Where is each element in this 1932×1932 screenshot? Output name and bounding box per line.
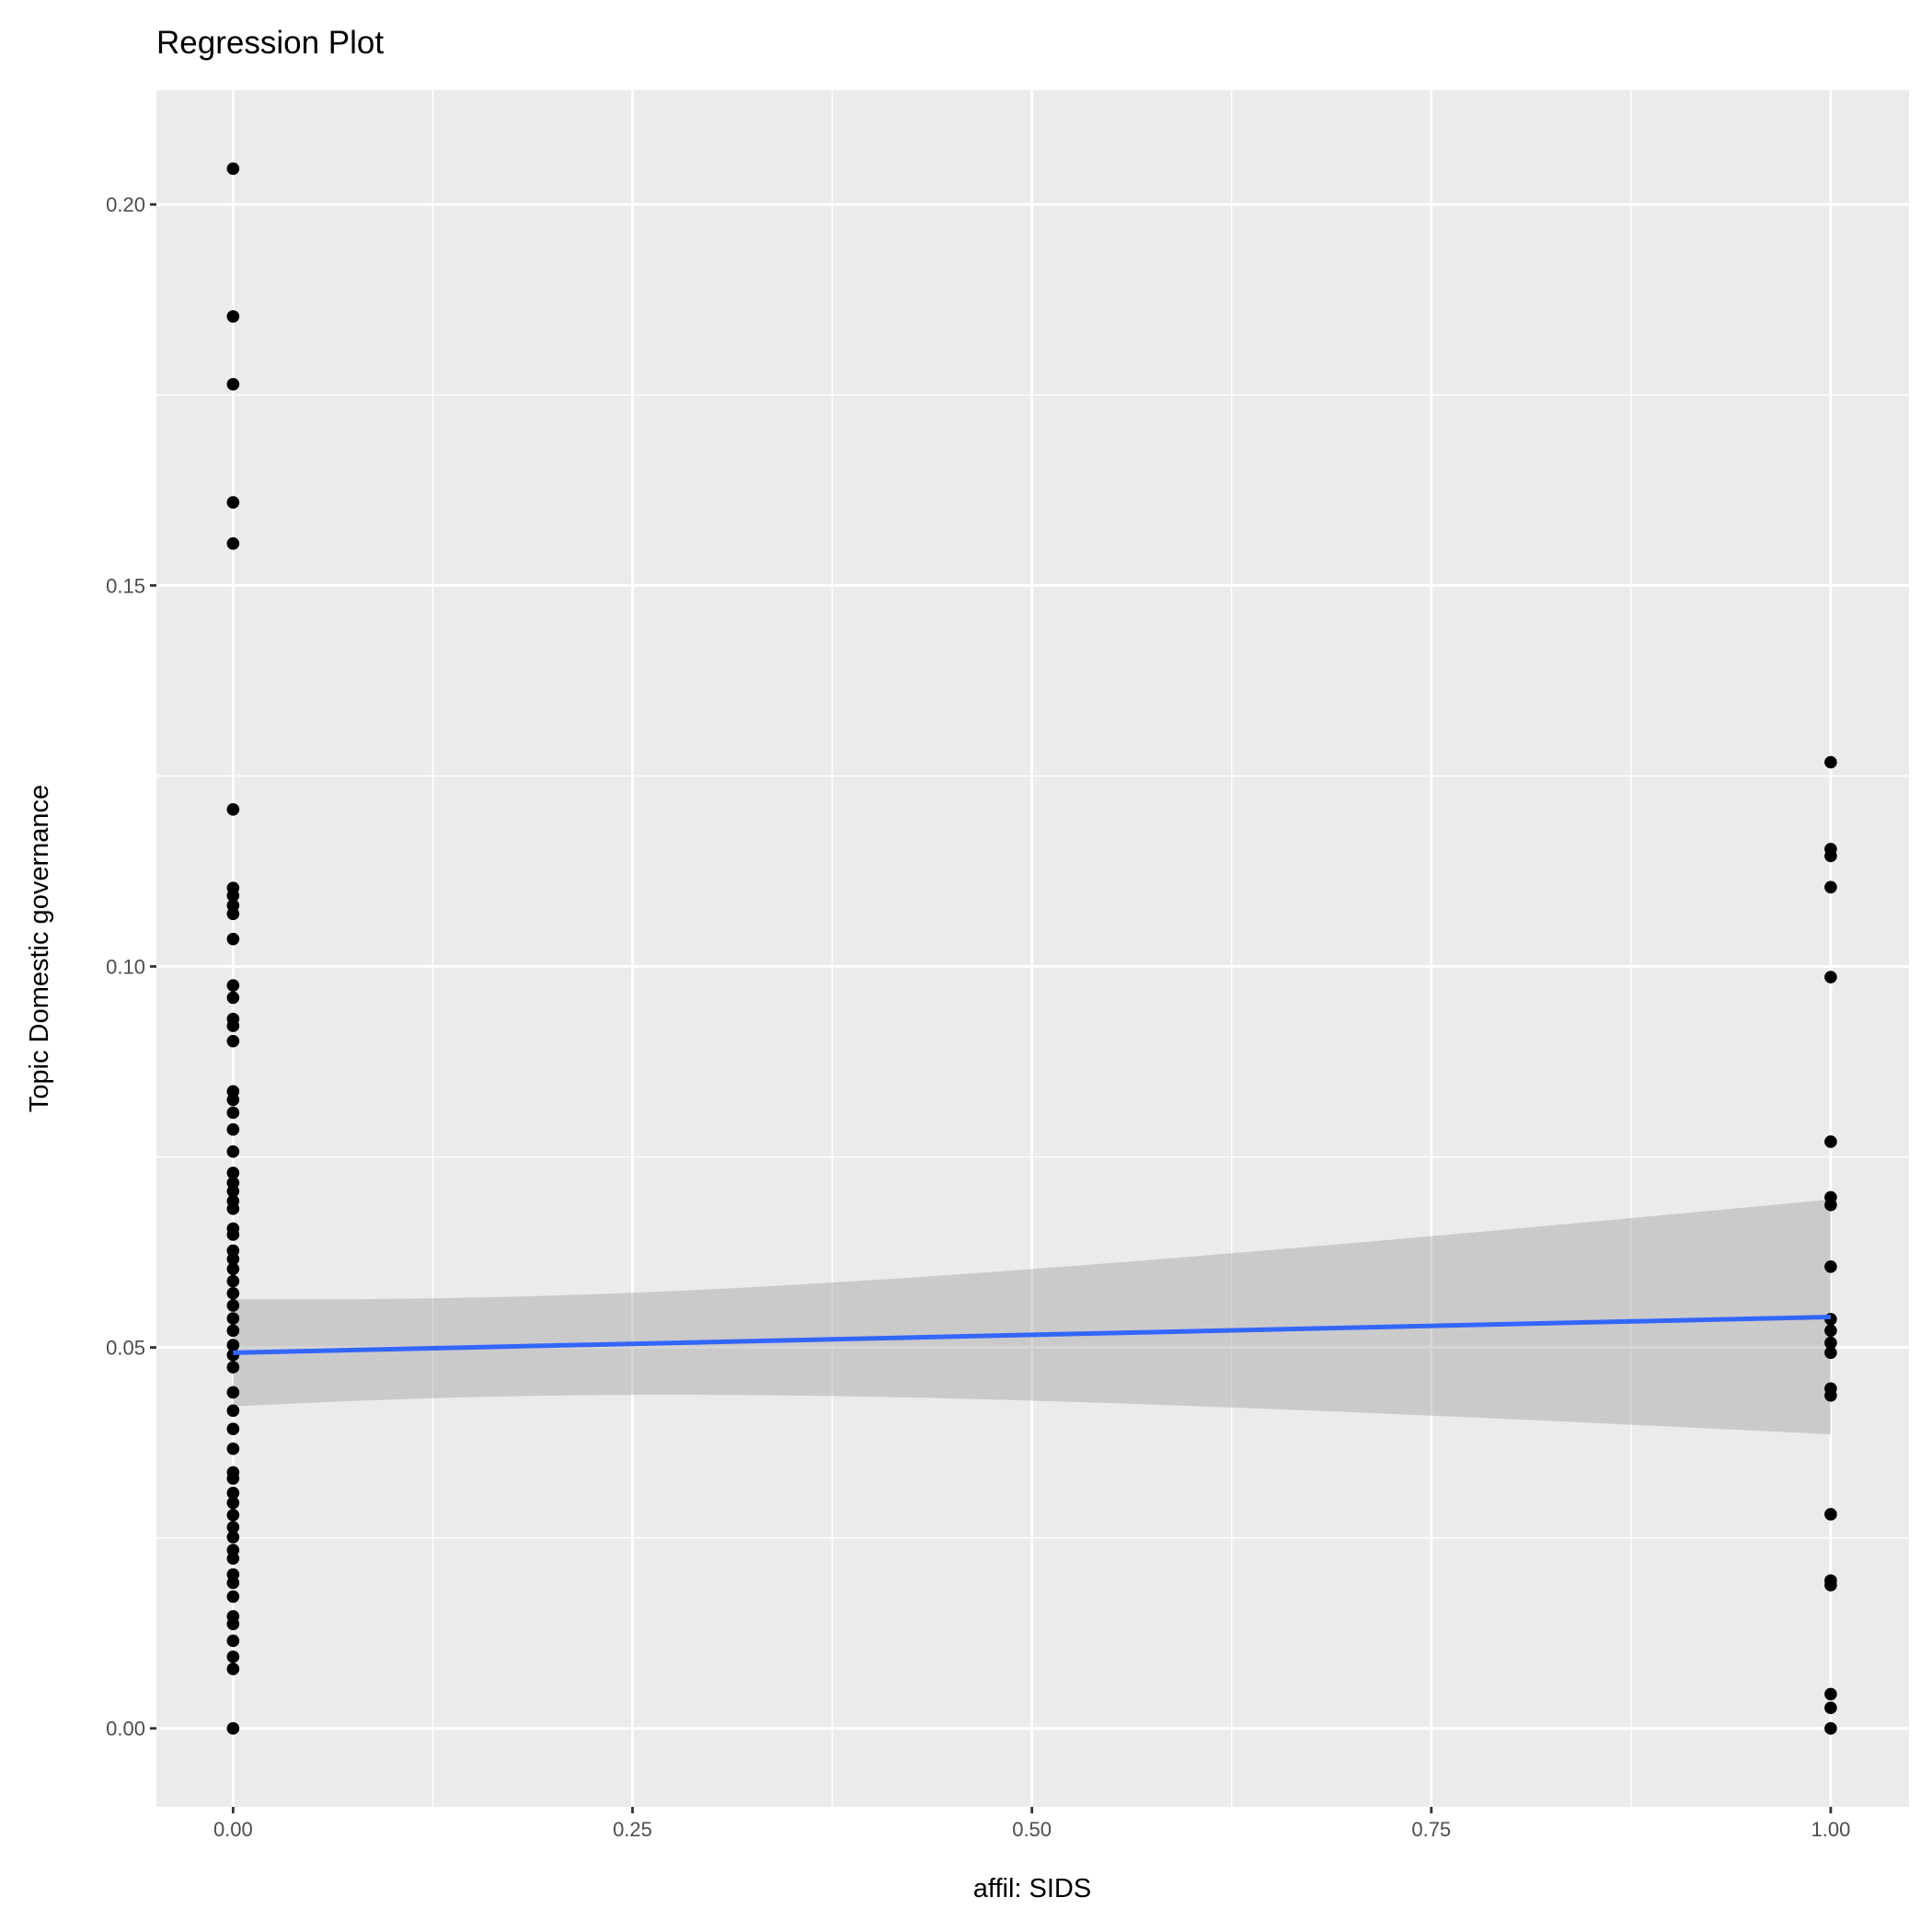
regression-line (233, 1314, 1831, 1355)
data-point (226, 1590, 240, 1604)
data-point (226, 377, 240, 391)
data-point (226, 1386, 240, 1399)
data-point (226, 1252, 240, 1266)
data-point (1824, 1579, 1837, 1592)
data-point (226, 1093, 240, 1107)
data-point (226, 1617, 240, 1631)
data-points (226, 162, 1837, 1735)
data-point (1824, 1324, 1837, 1338)
data-point (1824, 1198, 1837, 1212)
data-point (226, 803, 240, 816)
data-point (226, 1167, 240, 1179)
data-point (226, 536, 240, 550)
data-point (226, 310, 240, 323)
data-point (1824, 1346, 1837, 1360)
chart-title: Regression Plot (156, 25, 384, 61)
data-point (226, 1496, 240, 1510)
data-point (226, 1122, 240, 1136)
data-point (226, 1721, 240, 1735)
data-point (1824, 1721, 1837, 1735)
data-point (226, 1422, 240, 1435)
data-point (226, 1552, 240, 1565)
data-point (226, 1531, 240, 1544)
data-point (226, 162, 240, 176)
major-gridlines (156, 90, 1909, 1807)
data-point (226, 1299, 240, 1312)
data-point (226, 1324, 240, 1338)
x-axis-title: affil: SIDS (973, 1874, 1091, 1903)
data-point (226, 1019, 240, 1032)
data-point (226, 1286, 240, 1300)
y-tick-label: 0.00 (106, 1718, 145, 1741)
confidence-ribbon (233, 1199, 1831, 1435)
data-point (226, 932, 240, 946)
data-point (1824, 1259, 1837, 1273)
data-point (1824, 1336, 1837, 1350)
data-point (226, 1202, 240, 1215)
y-axis-title: Topic Domestic governance (25, 785, 54, 1112)
data-point (226, 979, 240, 992)
data-point (1824, 1701, 1837, 1715)
x-tick-label: 0.75 (1411, 1818, 1451, 1841)
y-tick-label: 0.05 (106, 1337, 145, 1360)
y-tick-label: 0.20 (106, 193, 145, 216)
data-point (226, 1274, 240, 1288)
data-point (1824, 755, 1837, 769)
data-point (226, 1650, 240, 1663)
data-point (1824, 1508, 1837, 1521)
data-point (226, 1486, 240, 1500)
data-point (226, 1404, 240, 1418)
data-point (226, 1521, 240, 1534)
data-point (226, 907, 240, 921)
data-point (1824, 1388, 1837, 1402)
data-point (226, 1662, 240, 1675)
data-point (226, 1312, 240, 1325)
x-tick-label: 0.00 (213, 1818, 253, 1841)
data-point (226, 1144, 240, 1158)
y-tick-label: 0.15 (106, 574, 145, 597)
y-tick-label: 0.10 (106, 955, 145, 978)
x-tick-label: 1.00 (1811, 1818, 1850, 1841)
data-point (226, 1361, 240, 1374)
data-point (226, 991, 240, 1005)
data-point (226, 1472, 240, 1485)
data-point (226, 1442, 240, 1455)
x-tick-label: 0.50 (1012, 1818, 1052, 1841)
data-point (1824, 971, 1837, 983)
axes: 0.00 0.25 0.50 0.75 1.00 0.00 0.05 0.10 0.15 0.20 (106, 193, 1850, 1841)
data-point (226, 1184, 240, 1198)
data-point (1824, 1687, 1837, 1701)
data-point (226, 1034, 240, 1048)
data-point (226, 1262, 240, 1276)
data-point (226, 1634, 240, 1648)
data-point (1824, 880, 1837, 894)
data-point (226, 1576, 240, 1590)
data-point (226, 1508, 240, 1522)
data-point (226, 1339, 240, 1351)
data-point (226, 1106, 240, 1120)
data-point (226, 1228, 240, 1241)
data-point (1824, 849, 1837, 863)
data-point (226, 496, 240, 509)
data-point (1824, 1135, 1837, 1148)
x-tick-label: 0.25 (613, 1818, 652, 1841)
data-point (226, 889, 240, 903)
